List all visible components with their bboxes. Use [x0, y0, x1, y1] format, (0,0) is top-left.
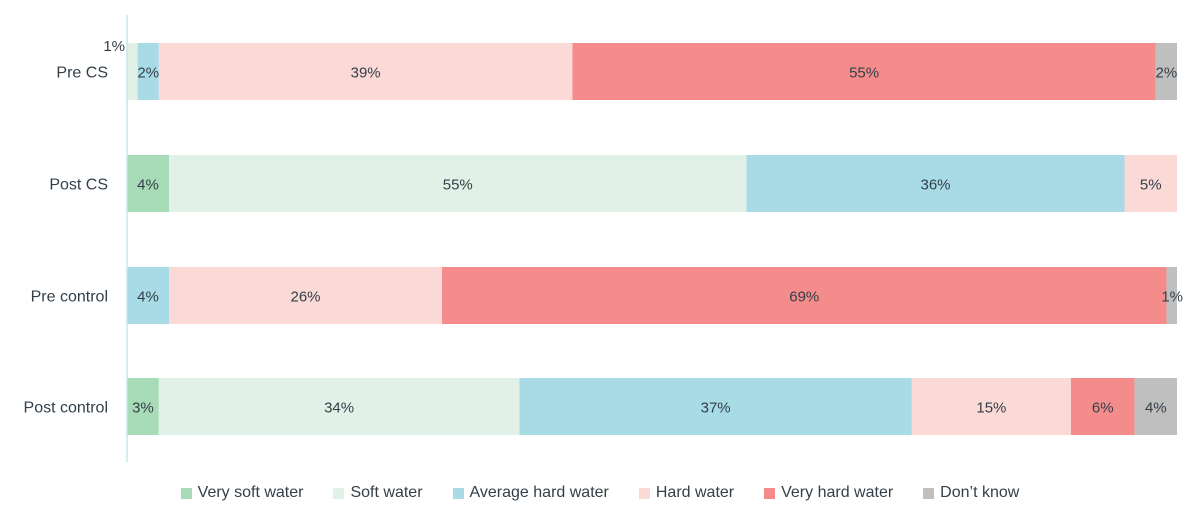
legend-label: Soft water: [350, 484, 423, 501]
legend-swatch: [764, 487, 776, 499]
bar-segment: [1134, 378, 1177, 435]
legend-swatch: [638, 487, 650, 499]
bar-segment: [1070, 378, 1135, 435]
data-label: 2%: [137, 65, 159, 82]
data-label: 39%: [351, 65, 381, 82]
bar-segment: [1155, 43, 1177, 100]
legend-item: Hard water: [638, 484, 735, 502]
data-label: 1%: [103, 38, 125, 55]
legend-label: Hard water: [655, 484, 735, 501]
bar-segment: [127, 155, 169, 212]
data-label: 36%: [920, 177, 950, 194]
legend-swatch: [180, 487, 192, 499]
data-label: 55%: [443, 177, 473, 194]
data-label: 15%: [976, 400, 1006, 417]
data-label: 69%: [789, 289, 819, 306]
category-label: Post control: [24, 400, 108, 417]
bar-segment: [169, 155, 747, 212]
bar-segment: [572, 43, 1156, 100]
bar-segment: [1166, 267, 1177, 324]
bar-segment: [127, 267, 169, 324]
data-label: 4%: [137, 289, 159, 306]
bar-segment: [127, 378, 159, 435]
bar-segment: [1124, 155, 1177, 212]
legend-label: Very hard water: [781, 484, 894, 501]
legend-label: Don’t know: [940, 484, 1020, 501]
data-label: 5%: [1140, 177, 1162, 194]
data-label: 6%: [1092, 400, 1114, 417]
legend-item: Very hard water: [764, 484, 893, 502]
bar-segment: [158, 43, 573, 100]
legend-item: Soft water: [333, 484, 423, 502]
category-label: Pre control: [31, 289, 108, 306]
data-label: 37%: [701, 400, 731, 417]
data-label: 3%: [132, 400, 154, 417]
legend: Very soft water Soft water Average hard wa…: [0, 484, 1200, 502]
legend-item: Don’t know: [923, 484, 1019, 502]
bar-segment: [442, 267, 1167, 324]
data-label: 4%: [1145, 400, 1167, 417]
bar-segment: [137, 43, 159, 100]
bar-segment: [169, 267, 442, 324]
bar-segment: [746, 155, 1125, 212]
legend-item: Very soft water: [180, 484, 304, 502]
data-label: 2%: [1156, 65, 1178, 82]
data-label: 34%: [324, 400, 354, 417]
data-label: 55%: [849, 65, 879, 82]
data-label: 1%: [1161, 289, 1183, 306]
category-label: Post CS: [49, 177, 108, 194]
data-label: 26%: [290, 289, 320, 306]
legend-swatch: [333, 487, 345, 499]
bar-segment: [519, 378, 912, 435]
data-label: 4%: [137, 177, 159, 194]
legend-label: Very soft water: [197, 484, 304, 501]
bar-segment: [911, 378, 1071, 435]
category-label: Pre CS: [56, 65, 108, 82]
legend-swatch: [923, 487, 935, 499]
legend-label: Average hard water: [469, 484, 609, 501]
legend-item: Average hard water: [452, 484, 609, 502]
bar-segment: [127, 43, 138, 100]
legend-swatch: [452, 487, 464, 499]
bar-segment: [158, 378, 520, 435]
